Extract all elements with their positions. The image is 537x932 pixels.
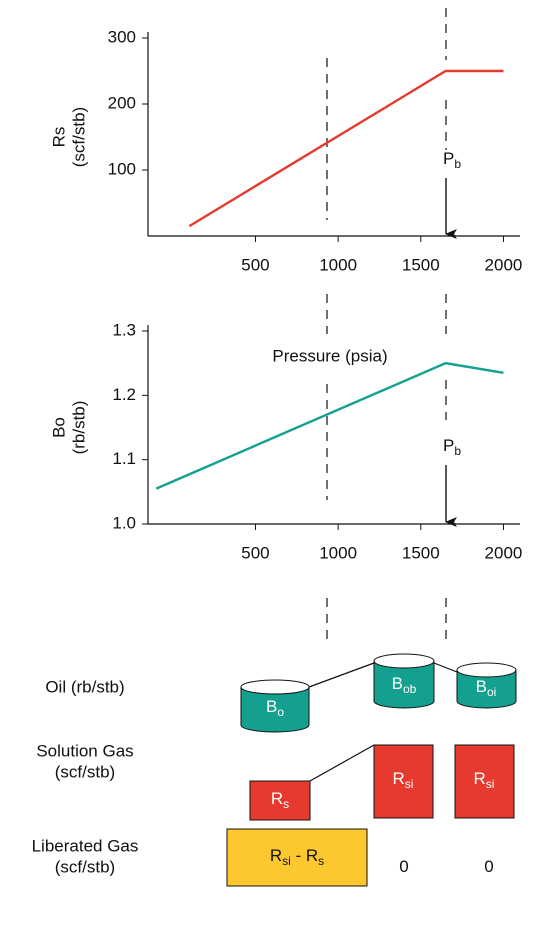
- label: 0: [484, 857, 493, 876]
- x-tick-label: 2000: [485, 543, 523, 562]
- label: Rs: [271, 789, 289, 811]
- text: R: [271, 789, 283, 808]
- y-tick-label: 1.0: [112, 513, 136, 532]
- subscript: oi: [487, 685, 496, 699]
- x-axis-label: Pressure (psia): [272, 346, 387, 365]
- row-label: (scf/stb): [55, 857, 115, 876]
- x-tick-label: 1500: [402, 543, 440, 562]
- label: Bob: [392, 674, 417, 696]
- subscript: s: [318, 854, 324, 868]
- y-tick-label: 100: [108, 159, 136, 178]
- subscript: o: [277, 705, 284, 719]
- row-label: Solution Gas: [36, 741, 133, 760]
- text: 0: [399, 857, 408, 876]
- line: [155, 361, 504, 490]
- line: [188, 69, 504, 228]
- label: 0: [399, 857, 408, 876]
- text: R: [393, 769, 405, 788]
- subscript: b: [454, 444, 461, 458]
- subscript: si: [486, 777, 495, 791]
- x-tick-label: 500: [241, 543, 269, 562]
- label: Rsi: [393, 769, 414, 791]
- text: B: [266, 697, 277, 716]
- y-tick-label: 300: [108, 27, 136, 46]
- text: B: [476, 677, 487, 696]
- label: Rsi - Rs: [270, 846, 324, 868]
- y-axis-label: (scf/stb): [69, 107, 88, 167]
- y-tick-label: 1.2: [112, 385, 136, 404]
- text: B: [392, 674, 403, 693]
- y-tick-label: 1.3: [112, 320, 136, 339]
- subscript: si: [282, 854, 291, 868]
- row-label: Liberated Gas: [32, 836, 139, 855]
- subscript: s: [283, 797, 289, 811]
- label: Rsi: [474, 769, 495, 791]
- text: R: [270, 846, 282, 865]
- subscript: si: [405, 777, 414, 791]
- x-tick-label: 1500: [402, 255, 440, 274]
- guides: [326, 8, 447, 642]
- label: Boi: [476, 677, 497, 699]
- text: P: [443, 436, 454, 455]
- label: Pb: [443, 436, 461, 458]
- y-axis-label: Bo: [49, 417, 68, 438]
- text: 0: [484, 857, 493, 876]
- y-tick-label: 1.1: [112, 449, 136, 468]
- x-tick-label: 2000: [485, 255, 523, 274]
- label: Bo: [266, 697, 284, 719]
- label: Pb: [443, 149, 461, 171]
- text: P: [443, 149, 454, 168]
- y-axis-label: Rs: [49, 127, 68, 148]
- x-tick-label: 1000: [319, 543, 357, 562]
- y-tick-label: 200: [108, 93, 136, 112]
- text: R: [474, 769, 486, 788]
- subscript: b: [454, 157, 461, 171]
- text: - R: [291, 846, 318, 865]
- x-tick-label: 1000: [319, 255, 357, 274]
- x-tick-label: 500: [241, 255, 269, 274]
- subscript: ob: [403, 682, 417, 696]
- row-label: (scf/stb): [55, 762, 115, 781]
- diagram: [226, 653, 517, 887]
- y-axis-label: (rb/stb): [69, 401, 88, 455]
- row-label: Oil (rb/stb): [45, 677, 124, 696]
